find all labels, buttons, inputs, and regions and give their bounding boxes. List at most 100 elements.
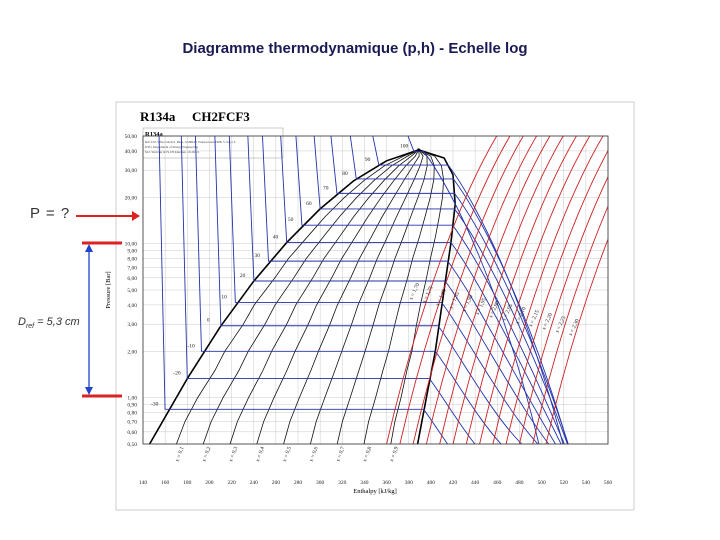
x-axis-label: Enthalpy [kJ/kg] [353, 488, 397, 495]
y-tick-label: 0,80 [127, 411, 137, 417]
x-tick-label: 460 [493, 480, 502, 486]
x-tick-label: 200 [205, 480, 214, 486]
isotherm-label: 60 [306, 201, 312, 207]
x-tick-label: 300 [316, 480, 325, 486]
y-tick-label: 30,00 [125, 168, 138, 174]
plot-area-border [142, 135, 609, 445]
quality-label: x = 0,3 [228, 446, 239, 463]
reference-distance-label: Dref = 5,3 cm [18, 316, 80, 330]
quality-line [390, 149, 445, 444]
note-line-1: Ref: D.P. Wilson & R.S. Basu, ASHRAE Tra… [145, 140, 236, 145]
isotherm-label: 10 [221, 294, 227, 300]
x-tick-label: 340 [360, 480, 369, 486]
y-tick-label: 1,00 [127, 396, 137, 402]
chart-frame [115, 101, 635, 511]
y-tick-label: 40,00 [125, 149, 138, 155]
y-tick-label: 0,50 [127, 442, 137, 448]
isentrope-line [412, 136, 524, 444]
isotherm-label: 80 [342, 171, 348, 177]
isotherm-label: 90 [365, 157, 371, 163]
d-value: = 5,3 cm [34, 316, 80, 328]
y-tick-label: 8,00 [127, 257, 137, 263]
x-tick-label: 420 [449, 480, 458, 486]
x-tick-label: 500 [537, 480, 546, 486]
x-tick-label: 240 [250, 480, 259, 486]
isentrope-line [386, 136, 498, 444]
chart-subtitle: CH2FCF3 [192, 109, 250, 124]
quality-line [256, 149, 420, 444]
isotherm-line [158, 136, 449, 444]
isotherm-line [262, 136, 556, 444]
quality-label: x = 0,1 [175, 446, 186, 463]
isotherm-label: -30 [151, 401, 159, 407]
isentrope-line [505, 149, 608, 444]
x-tick-label: 480 [515, 480, 524, 486]
isotherm-line [295, 136, 565, 444]
quality-line [283, 149, 420, 444]
quality-label: x = 0,8 [362, 446, 373, 463]
y-tick-label: 0,70 [127, 419, 137, 425]
d-subscript: ref [25, 323, 35, 331]
y-tick-label: 2,00 [127, 349, 137, 355]
note-line-3: M.J. Skovrup & H.J.H Knudsen, 19-09-01 [145, 150, 200, 155]
slide-title: Diagramme thermodynamique (p,h) - Echell… [182, 40, 528, 57]
isentrope-line [492, 136, 604, 444]
pressure-question: P = ? [30, 205, 71, 222]
quality-label: x = 0,2 [201, 446, 212, 463]
isotherm-line [330, 136, 569, 444]
y-tick-label: 20,00 [125, 195, 138, 201]
x-tick-label: 320 [338, 480, 347, 486]
isotherm-label: 40 [273, 235, 279, 241]
isotherm-line [228, 136, 539, 444]
x-tick-label: 540 [582, 480, 591, 486]
quality-line [336, 149, 428, 444]
y-tick-label: 3,00 [127, 322, 137, 328]
reference-note-box [142, 127, 284, 159]
y-tick-label: 4,00 [127, 303, 137, 309]
isentrope-line [452, 136, 564, 444]
x-tick-label: 260 [272, 480, 281, 486]
isentrope-line [479, 136, 591, 444]
quality-line [202, 149, 419, 444]
isotherm-label: -10 [187, 343, 195, 349]
isotherm-line [407, 136, 540, 444]
quality-line [229, 149, 419, 444]
y-tick-label: 0,60 [127, 430, 137, 436]
isentrope-line [399, 136, 511, 444]
y-tick-label: 0,90 [127, 403, 137, 409]
isotherm-label: 0 [207, 318, 210, 324]
x-tick-label: 360 [382, 480, 391, 486]
y-axis-label: Pressure [Bar] [105, 271, 112, 308]
y-tick-label: 10,00 [125, 242, 138, 248]
y-tick-label: 6,00 [127, 276, 137, 282]
critical-point [417, 148, 421, 152]
y-tick-label: 50,00 [125, 134, 138, 140]
quality-label: x = 0,5 [282, 446, 293, 463]
x-tick-label: 380 [405, 480, 414, 486]
isentrope-line [465, 136, 577, 444]
isotherm-label: 30 [254, 253, 260, 259]
note-line-2: DTU, Department of Energy Engineering [145, 145, 198, 150]
chart-curves [148, 136, 608, 444]
d-symbol: D [18, 316, 26, 328]
isentrope-line [545, 238, 608, 444]
isotherm-label: 20 [240, 273, 246, 279]
x-tick-label: 180 [183, 480, 192, 486]
isotherm-label: 100 [400, 143, 409, 149]
x-tick-label: 440 [471, 480, 480, 486]
quality-line [176, 149, 419, 444]
x-tick-label: 520 [560, 480, 569, 486]
reference-arrow-down [85, 387, 93, 395]
y-tick-label: 9,00 [127, 249, 137, 255]
isotherm-label: -20 [173, 371, 181, 377]
x-tick-label: 400 [427, 480, 436, 486]
x-tick-label: 280 [294, 480, 303, 486]
quality-line [363, 149, 435, 444]
isotherm-line [214, 136, 523, 444]
y-tick-label: 5,00 [127, 288, 137, 294]
isentrope-line [425, 136, 538, 444]
quality-label: x = 0,7 [335, 446, 346, 463]
quality-label: x = 0,9 [389, 446, 400, 463]
x-tick-label: 140 [139, 480, 148, 486]
